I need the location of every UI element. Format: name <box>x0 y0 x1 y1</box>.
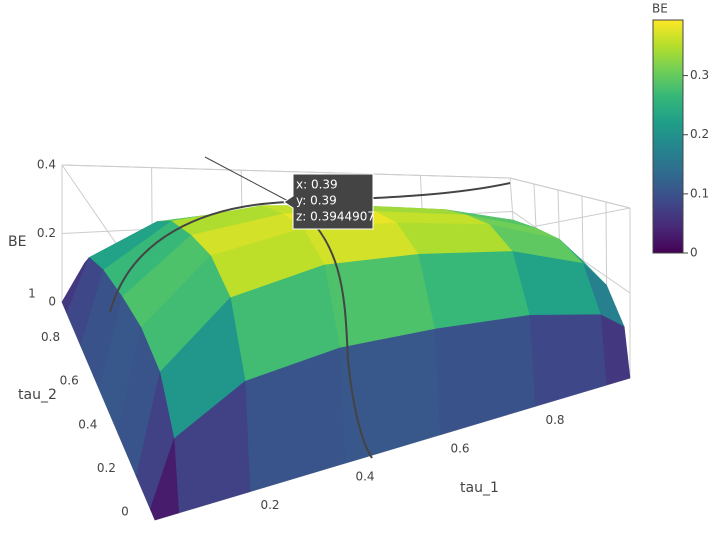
z-tick-label: 0.4 <box>37 158 56 172</box>
surface[interactable] <box>61 205 631 521</box>
colorbar-title: BE <box>652 2 668 16</box>
y-tick-label: 1 <box>28 287 36 301</box>
colorbar-tick-label: 0 <box>690 246 698 260</box>
hover-text: y: 0.39 <box>296 194 337 208</box>
x-tick-label: 0.4 <box>355 470 374 484</box>
colorbar-tick-label: 0.2 <box>690 127 709 141</box>
x-tick-label: 0.6 <box>450 441 469 455</box>
surface-cell <box>529 314 607 407</box>
spike-line <box>109 201 291 313</box>
surface-cell <box>434 314 536 436</box>
z-axis-title: BE <box>8 234 26 250</box>
grid-line <box>61 164 631 209</box>
y-tick-label: 0.4 <box>78 417 97 431</box>
axis-labels: tau_1 tau_2 BE <box>8 234 499 496</box>
y-tick-label: 0.8 <box>41 330 60 344</box>
y-tick-label: 0 <box>121 505 129 519</box>
z-tick-label: 0 <box>48 295 56 309</box>
spike-line <box>289 201 373 459</box>
x-axis-title: tau_1 <box>460 480 499 496</box>
hover-label: x: 0.39 y: 0.39 z: 0.3944907 <box>283 173 375 230</box>
x-tick-label: 0.2 <box>260 498 279 512</box>
z-tick-label: 0.2 <box>37 226 56 240</box>
surface-cell <box>150 438 180 521</box>
colorbar-tick-label: 0.3 <box>690 68 709 82</box>
spike-line <box>204 156 291 203</box>
colorbar-gradient <box>652 19 684 254</box>
colorbar: BE 0 0.1 0.2 0.3 <box>652 2 709 260</box>
hover-text: z: 0.3944907 <box>296 210 375 224</box>
x-tick-label: 0.8 <box>545 413 564 427</box>
y-axis-title: tau_2 <box>18 387 57 403</box>
colorbar-tick-label: 0.1 <box>690 186 709 200</box>
hover-text: x: 0.39 <box>296 178 338 192</box>
y-tick-label: 0.2 <box>97 461 116 475</box>
y-tick-label: 0.6 <box>60 374 79 388</box>
surface-cell <box>339 328 441 464</box>
